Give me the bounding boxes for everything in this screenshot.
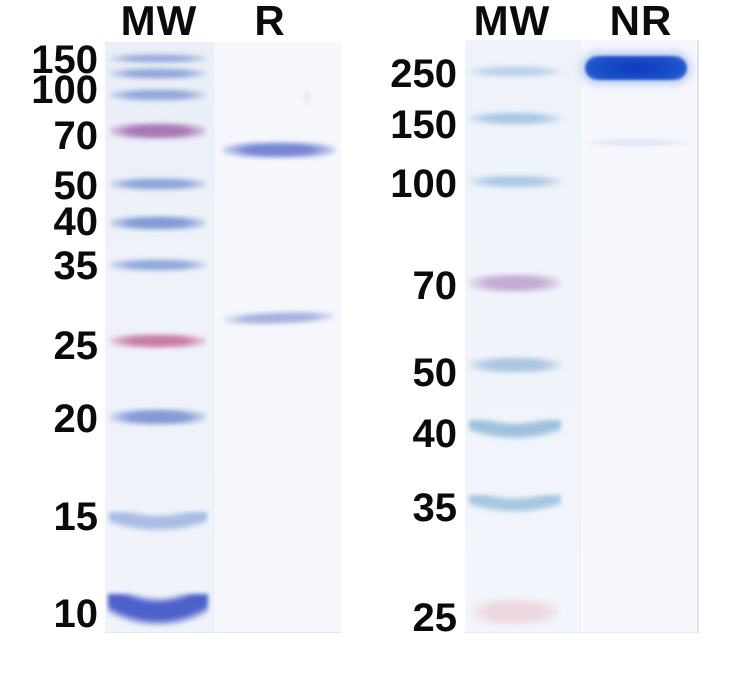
gel-artifact <box>585 138 689 146</box>
ladder-band-25-kda <box>110 334 206 348</box>
ladder-label-70-kda: 70 <box>53 114 99 158</box>
ladder-label-150-kda: 150 <box>390 103 457 147</box>
gel-image-reduced <box>105 42 341 633</box>
ladder-band-40-kda <box>469 420 561 442</box>
ladder-label-20-kda: 20 <box>53 397 99 441</box>
ladder-band-150-kda <box>110 53 206 63</box>
ladder-band-40-kda <box>110 216 206 230</box>
band-layer-right <box>465 40 697 632</box>
ladder-label-25-kda: 25 <box>412 596 458 640</box>
sample-band <box>223 142 335 158</box>
ladder-band-250-kda <box>469 65 561 77</box>
ladder-label-100-kda: 100 <box>390 162 457 206</box>
ladder-band-15-kda <box>109 512 207 534</box>
ladder-label-35-kda: 35 <box>412 486 458 530</box>
gel-image-non-reduced <box>465 40 699 633</box>
ladder-band-150-kda <box>469 111 561 125</box>
ladder-band-20-kda <box>110 409 206 425</box>
ladder-label-40-kda: 40 <box>412 412 458 456</box>
ladder-label-35-kda: 35 <box>53 244 99 288</box>
ladder-band-10-kda <box>108 594 208 630</box>
ladder-label-100-kda: 100 <box>31 68 98 112</box>
sample-band <box>223 310 335 326</box>
ladder-band-35-kda <box>469 495 561 515</box>
ladder-band-50-kda <box>110 178 206 190</box>
ladder-labels-right: 250 150 100 70 50 40 35 25 <box>357 40 458 638</box>
lane-header-mw-right: MW <box>473 0 551 44</box>
gel-artifact <box>304 91 310 103</box>
ladder-lane-right <box>465 40 580 632</box>
sample-band <box>585 56 687 80</box>
ladder-label-40-kda: 40 <box>53 200 99 244</box>
ladder-label-150-kda: 150 <box>31 38 98 82</box>
ladder-band-50-kda <box>469 357 561 373</box>
ladder-band-100-kda <box>469 174 561 188</box>
ladder-label-10-kda: 10 <box>53 592 99 636</box>
band-layer-left <box>105 42 341 632</box>
lane-header-non-reduced: NR <box>609 0 673 44</box>
ladder-label-25-kda: 25 <box>53 324 99 368</box>
ladder-band-unlabeled <box>110 67 206 79</box>
sample-lane-r <box>213 42 341 632</box>
ladder-label-250-kda: 250 <box>390 52 457 96</box>
lane-header-mw-left: MW <box>120 0 198 44</box>
ladder-label-15-kda: 15 <box>53 495 99 539</box>
ladder-label-50-kda: 50 <box>53 164 99 208</box>
ladder-band-25-kda <box>471 599 559 625</box>
ladder-labels-left: 150 100 70 50 40 35 25 20 15 10 <box>0 38 99 636</box>
lane-header-reduced: R <box>254 0 286 44</box>
ladder-label-50-kda: 50 <box>412 351 458 395</box>
ladder-band-100-kda <box>110 89 206 101</box>
ladder-label-70-kda: 70 <box>412 264 458 308</box>
ladder-band-70-kda <box>469 274 561 292</box>
ladder-band-70-kda <box>110 123 206 139</box>
ladder-band-35-kda <box>110 259 206 271</box>
